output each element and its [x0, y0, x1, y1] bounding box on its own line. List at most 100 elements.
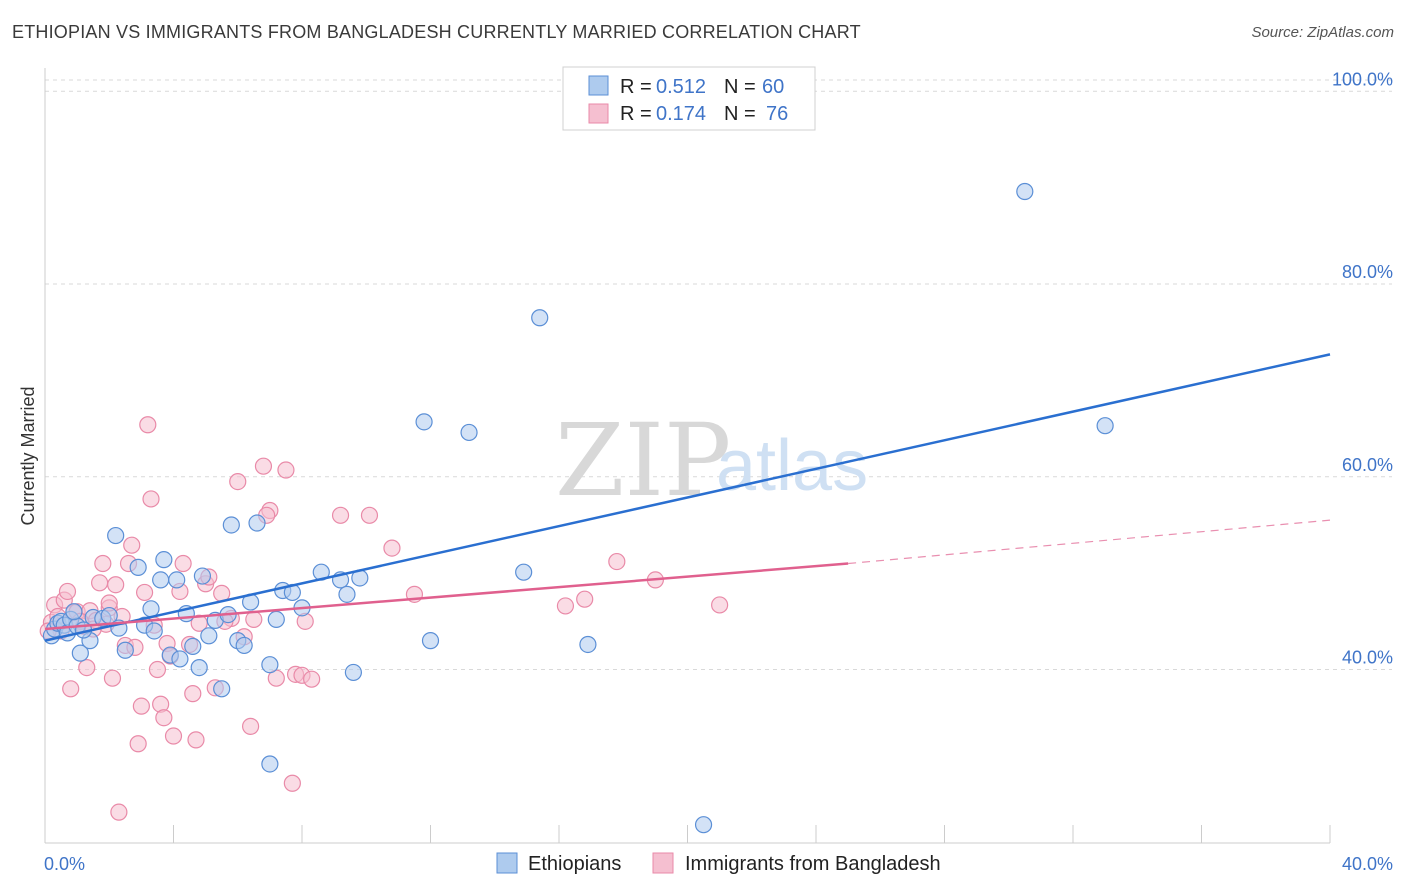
ethiopians-point-48 — [415, 413, 433, 431]
bangladesh-point-64 — [576, 590, 594, 608]
legend-top: R = 0.512 N = 60 R = 0.174 N = 76 — [562, 66, 816, 131]
legend-r-label-1: R = — [620, 76, 652, 98]
ethiopians-point-29 — [200, 627, 218, 645]
ethiopians-point-26 — [184, 637, 202, 655]
bangladesh-point-26 — [139, 416, 157, 434]
ethiopians-point-53 — [579, 635, 597, 654]
ethiopians-point-50 — [460, 423, 478, 442]
ethiopians-point-38 — [261, 656, 279, 674]
ethiopians-point-16 — [129, 558, 147, 576]
ethiopians-point-56 — [1016, 182, 1034, 201]
bangladesh-point-48 — [242, 717, 260, 735]
watermark-zip: ZIP — [555, 402, 731, 519]
bangladesh-point-63 — [556, 597, 575, 615]
bangladesh-point-17 — [103, 669, 122, 687]
y-tick-label-0: 40.0% — [1342, 648, 1393, 668]
bangladesh-point-36 — [174, 554, 192, 573]
legend-n-value-1: 60 — [762, 76, 784, 98]
bangladesh-point-49 — [245, 610, 263, 629]
bangladesh-point-25 — [132, 697, 150, 715]
legend-bottom: Ethiopians Immigrants from Bangladesh — [496, 852, 941, 875]
source-label: Source: ZipAtlas.com — [1251, 24, 1394, 41]
watermark-atlas: atlas — [716, 426, 868, 506]
grid-lines — [45, 79, 1392, 671]
bangladesh-point-27 — [142, 490, 160, 508]
bangladesh-point-61 — [383, 539, 401, 557]
legend-n-label-1: N = — [724, 76, 756, 98]
y-tick-label-2: 80.0% — [1342, 262, 1393, 282]
bangladesh-point-54 — [283, 774, 301, 792]
bangladesh-point-6 — [62, 680, 80, 698]
bangladesh-trend-line — [44, 562, 849, 631]
bangladesh-point-72 — [135, 583, 154, 602]
bangladesh-point-5 — [58, 582, 77, 601]
ethiopians-point-33 — [222, 516, 240, 534]
y-tick-label-1: 60.0% — [1342, 455, 1393, 475]
bangladesh-point-14 — [94, 554, 112, 573]
ethiopians-point-8 — [71, 644, 89, 662]
y-tick-labels: 40.0% 60.0% 80.0% 100.0% — [1332, 69, 1393, 667]
legend-swatch-ethiopians — [588, 75, 609, 96]
bangladesh-point-39 — [187, 731, 205, 749]
legend-bottom-bangladesh: Immigrants from Bangladesh — [685, 853, 941, 875]
ethiopians-point-45 — [338, 585, 356, 603]
bangladesh-point-24 — [129, 735, 147, 753]
ethiopians-point-49 — [421, 632, 440, 650]
ethiopians-point-37 — [248, 514, 266, 532]
legend-bottom-swatch-bangladesh — [652, 852, 674, 874]
x-tick-label-0: 0.0% — [44, 854, 85, 874]
y-tick-label-3: 100.0% — [1332, 69, 1393, 89]
ethiopians-point-27 — [190, 658, 208, 677]
bangladesh-point-18 — [107, 576, 125, 594]
bangladesh-point-31 — [155, 709, 173, 727]
legend-r-value-1: 0.512 — [656, 76, 706, 98]
ethiopians-point-28 — [193, 567, 212, 585]
legend-n-label-2: N = — [724, 103, 756, 125]
bangladesh-point-29 — [148, 660, 167, 679]
bangladesh-point-46 — [229, 472, 247, 491]
ethiopians-point-31 — [213, 680, 231, 698]
bangladesh-point-59 — [331, 506, 350, 524]
bangladesh-point-10 — [78, 658, 96, 677]
watermark: ZIP atlas — [555, 402, 868, 519]
axes — [44, 68, 1331, 844]
bangladesh-point-19 — [110, 803, 128, 821]
legend-r-value-2: 0.174 — [656, 103, 706, 125]
ethiopians-point-13 — [107, 526, 125, 545]
ethiopians-point-46 — [344, 663, 362, 682]
legend-bottom-ethiopians: Ethiopians — [528, 853, 621, 875]
bangladesh-point-67 — [711, 596, 729, 614]
legend-r-label-2: R = — [620, 103, 652, 125]
ethiopians-point-57 — [1096, 417, 1114, 435]
ethiopians-point-39 — [267, 610, 285, 629]
ethiopians-point-52 — [531, 309, 549, 327]
ethiopians-point-18 — [142, 600, 160, 618]
y-axis-label: Currently Married — [18, 386, 38, 525]
bangladesh-point-13 — [91, 574, 109, 592]
trend-lines — [44, 353, 1331, 642]
bangladesh-point-53 — [277, 461, 295, 479]
bangladesh-trend-extension — [848, 519, 1331, 565]
bangladesh-point-34 — [164, 727, 183, 745]
ethiopians-point-20 — [152, 571, 170, 589]
bangladesh-point-22 — [123, 536, 141, 554]
chart-title: ETHIOPIAN VS IMMIGRANTS FROM BANGLADESH … — [12, 22, 861, 42]
bangladesh-point-50 — [254, 457, 273, 475]
ethiopians-point-54 — [694, 816, 713, 834]
legend-n-value-2: 76 — [766, 103, 788, 125]
bangladesh-point-65 — [608, 552, 626, 571]
bangladesh-point-38 — [184, 685, 202, 703]
ethiopians-point-59 — [65, 603, 83, 621]
ethiopians-point-51 — [515, 563, 533, 581]
bangladesh-point-58 — [303, 670, 321, 688]
bangladesh-point-60 — [360, 506, 379, 524]
ethiopians-trend-line — [44, 353, 1331, 642]
x-tick-labels: 0.0% 40.0% — [44, 854, 1393, 874]
ethiopians-point-23 — [168, 571, 186, 589]
ethiopians-point-24 — [171, 650, 189, 668]
legend-swatch-bangladesh — [588, 103, 609, 124]
x-tick-label-1: 40.0% — [1342, 854, 1393, 874]
legend-bottom-swatch-ethiopians — [496, 852, 518, 874]
ethiopians-point-19 — [145, 622, 163, 640]
